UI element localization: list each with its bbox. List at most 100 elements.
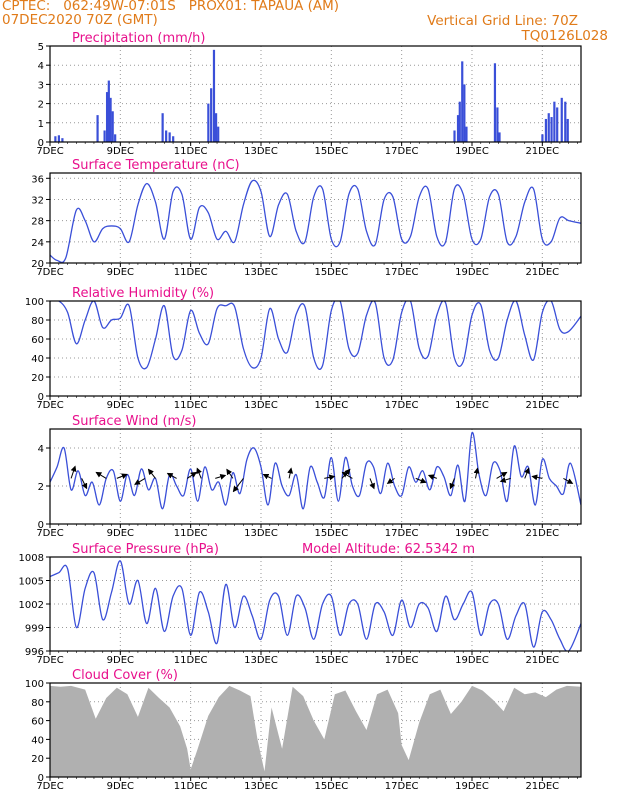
x-tick-label: 13DEC <box>244 781 278 792</box>
x-tick-label: 11DEC <box>174 400 208 411</box>
wind-arrow <box>95 471 107 479</box>
x-tick-label: 9DEC <box>107 400 134 411</box>
y-tick-label: 0 <box>38 138 44 149</box>
x-tick-label: 19DEC <box>455 655 489 666</box>
x-tick-label: 13DEC <box>244 528 278 539</box>
x-tick-label: 11DEC <box>174 146 208 157</box>
y-tick-label: 24 <box>31 238 44 249</box>
precip-bar <box>165 130 168 142</box>
series-group <box>50 685 581 777</box>
precip-bar <box>550 117 553 142</box>
precip-bar <box>217 126 220 142</box>
wind-arrow <box>563 477 574 484</box>
wind-arrow <box>531 474 543 481</box>
series-line <box>50 432 581 510</box>
precip-bar <box>109 97 112 142</box>
precip-bar <box>547 113 550 142</box>
wind-arrow <box>186 471 197 479</box>
y-tick-label: 60 <box>31 717 44 728</box>
panel-frame <box>49 172 582 264</box>
panel-frame <box>49 428 582 525</box>
panel-4: 996 999 1002 1005 1008 7DEC 9DEC 11DEC 13DEC 15DE… <box>19 542 582 666</box>
precip-bar <box>453 130 456 142</box>
y-tick-label: 4 <box>38 61 44 72</box>
wind-arrow <box>196 467 202 479</box>
precip-bar <box>456 115 460 142</box>
y-tick-label: 28 <box>31 217 44 228</box>
x-tick-label: 13DEC <box>244 655 278 666</box>
precip-bar <box>553 101 556 142</box>
wind-arrow <box>341 471 353 479</box>
x-tick-label: 19DEC <box>455 781 489 792</box>
panel-title: Surface Wind (m/s) <box>72 414 196 429</box>
wind-arrow <box>287 467 294 479</box>
wind-arrow <box>369 478 375 490</box>
wind-arrow <box>524 467 530 479</box>
x-tick-label: 7DEC <box>36 528 63 539</box>
series-group <box>50 179 581 263</box>
y-tick-label: 100 <box>25 679 44 690</box>
y-tick-label: 4 <box>38 444 44 455</box>
panel-title: Cloud Cover (%) <box>72 668 178 683</box>
panel-frame <box>49 300 582 397</box>
x-tick-label: 13DEC <box>244 267 278 278</box>
wind-arrow <box>262 473 272 480</box>
x-tick-label: 7DEC <box>36 146 63 157</box>
y-tick-label: 1005 <box>19 577 44 588</box>
x-tick-label: 11DEC <box>174 781 208 792</box>
x-tick-label: 11DEC <box>174 528 208 539</box>
wind-arrow <box>386 477 395 484</box>
precip-bar <box>498 132 501 142</box>
wind-arrow <box>81 478 88 490</box>
x-tick-label: 7DEC <box>36 400 63 411</box>
y-tick-label: 996 <box>25 647 44 658</box>
precip-bar <box>107 80 110 142</box>
y-tick-label: 0 <box>38 520 44 531</box>
y-tick-label: 3 <box>38 80 44 91</box>
x-tick-label: 9DEC <box>107 146 134 157</box>
y-tick-label: 5 <box>38 42 44 53</box>
precip-bar <box>214 113 218 142</box>
x-tick-label: 7DEC <box>36 267 63 278</box>
wind-arrow <box>147 468 156 479</box>
y-tick-label: 100 <box>25 297 44 308</box>
wind-arrow <box>499 477 511 483</box>
panel-title: Precipitation (mm/h) <box>72 31 205 46</box>
y-tick-label: 0 <box>38 773 44 784</box>
x-tick-label: 15DEC <box>314 528 348 539</box>
precip-bar <box>544 118 548 142</box>
wind-arrow <box>232 478 244 493</box>
precip-bar <box>207 103 210 142</box>
series-group <box>54 49 569 142</box>
y-tick-label: 80 <box>31 698 44 709</box>
series-group <box>50 301 581 370</box>
x-tick-label: 21DEC <box>525 781 559 792</box>
panel-title: Surface Temperature (nC) <box>72 158 240 173</box>
wind-arrow <box>70 465 77 479</box>
y-tick-label: 1008 <box>19 553 44 564</box>
precip-bar <box>105 92 109 142</box>
precip-bar <box>458 101 461 142</box>
y-tick-label: 40 <box>31 735 44 746</box>
x-tick-label: 17DEC <box>385 528 419 539</box>
x-tick-label: 9DEC <box>107 655 134 666</box>
precip-bar <box>161 113 164 142</box>
series-line <box>50 560 581 651</box>
y-tick-label: 2 <box>38 482 44 493</box>
precip-bar <box>172 136 175 142</box>
x-tick-label: 13DEC <box>244 146 278 157</box>
x-tick-label: 15DEC <box>314 781 348 792</box>
x-tick-label: 13DEC <box>244 400 278 411</box>
x-tick-label: 15DEC <box>314 267 348 278</box>
y-tick-label: 20 <box>31 259 44 270</box>
x-tick-label: 9DEC <box>107 267 134 278</box>
panel-0: 0 1 2 3 4 5 7DEC 9DEC 11DEC 13DEC 15DEC 17DEC 19DEC 2… <box>36 31 582 157</box>
panel-frame <box>49 682 582 778</box>
x-tick-label: 17DEC <box>385 781 419 792</box>
wind-arrow <box>215 473 227 480</box>
x-tick-label: 21DEC <box>525 267 559 278</box>
wind-arrow <box>427 474 437 480</box>
panel-5: 0 20 40 60 80 100 7DEC 9DEC 11DEC 13DEC 15DEC 17DEC… <box>25 668 582 792</box>
precip-bar <box>111 111 114 142</box>
